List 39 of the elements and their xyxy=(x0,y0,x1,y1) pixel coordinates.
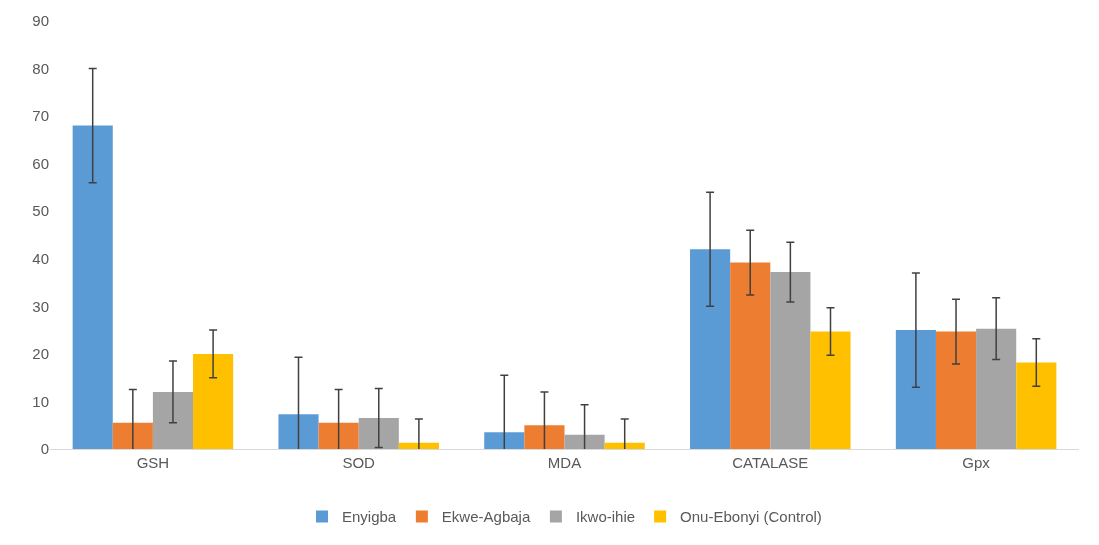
x-tick-label: CATALASE xyxy=(732,454,809,471)
legend-label: Enyigba xyxy=(342,508,397,526)
y-tick-label: 40 xyxy=(32,250,49,268)
bar xyxy=(564,434,605,449)
bar xyxy=(730,262,771,449)
legend-label: Ekwe-Agbaja xyxy=(441,508,531,526)
y-tick-label: 60 xyxy=(32,154,49,172)
bar xyxy=(358,418,399,449)
bar xyxy=(152,391,194,449)
bar xyxy=(318,422,359,449)
y-tick-label: 0 xyxy=(40,440,49,458)
legend-label: Ikwo-ihie xyxy=(575,508,636,526)
bar xyxy=(524,425,565,449)
legend-label: Onu-Ebonyi (Control) xyxy=(680,508,822,526)
x-tick-label: Gpx xyxy=(962,454,991,471)
bar xyxy=(193,353,234,449)
bar xyxy=(604,442,645,449)
bar xyxy=(690,249,731,449)
bar xyxy=(770,272,811,449)
bar xyxy=(278,414,319,449)
bar xyxy=(72,125,113,449)
y-tick-label: 70 xyxy=(32,107,49,125)
y-tick-label: 20 xyxy=(32,345,49,363)
x-tick-label: SOD xyxy=(342,454,376,471)
bar xyxy=(810,331,851,449)
bar xyxy=(398,442,439,449)
bar xyxy=(112,422,153,449)
y-tick-label: 90 xyxy=(32,12,49,30)
y-tick-label: 80 xyxy=(32,59,49,77)
x-tick-label: MDA xyxy=(547,454,582,471)
y-tick-label: 30 xyxy=(32,297,49,315)
x-tick-label: GSH xyxy=(136,454,170,471)
bar xyxy=(895,330,936,449)
bar xyxy=(484,432,525,449)
y-tick-label: 50 xyxy=(32,202,49,220)
bar xyxy=(1016,362,1057,449)
bar xyxy=(976,328,1017,449)
y-tick-label: 10 xyxy=(32,392,49,410)
bar xyxy=(935,331,977,449)
